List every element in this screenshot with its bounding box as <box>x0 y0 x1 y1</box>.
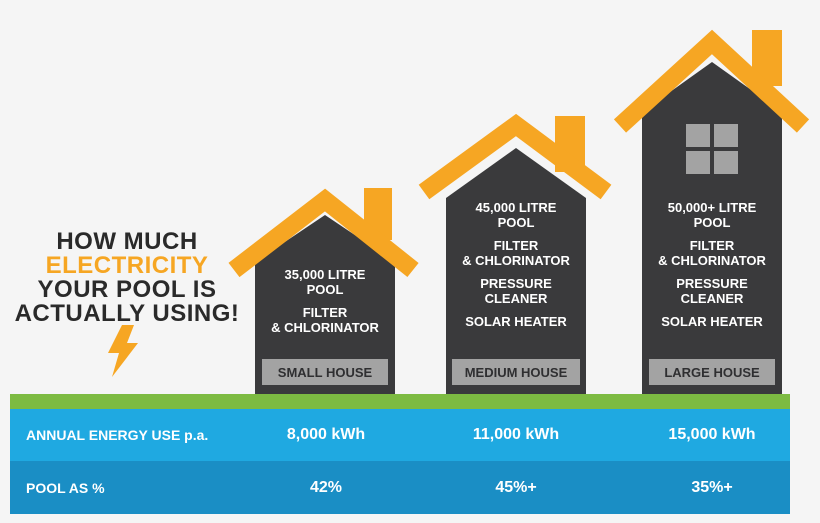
headline: HOW MUCH ELECTRICITY YOUR POOL IS ACTUAL… <box>8 230 246 326</box>
detail-line: FILTER <box>493 238 539 253</box>
grass-strip <box>10 394 790 409</box>
detail-line: CLEANER <box>484 290 548 306</box>
large-house-details: 50,000+ LITRE POOL FILTER & CHLORINATOR … <box>642 200 782 330</box>
lightning-bolt-icon <box>108 325 138 377</box>
detail-line: POOL <box>306 281 344 297</box>
pool-percent-row-label: POOL AS % <box>26 479 105 496</box>
detail-line: 45,000 LITRE <box>475 200 557 215</box>
energy-row-label: ANNUAL ENERGY USE p.a. <box>26 427 209 443</box>
small-house-label: SMALL HOUSE <box>262 359 388 385</box>
pool-percent-medium: 45%+ <box>495 478 537 496</box>
small-house-shape <box>228 188 419 394</box>
detail-line: & CHLORINATOR <box>271 319 379 335</box>
window-icon <box>686 124 738 174</box>
detail-line: PRESSURE <box>480 276 552 291</box>
detail-line: PRESSURE <box>676 276 748 291</box>
large-house-label: LARGE HOUSE <box>649 359 775 385</box>
detail-line: 35,000 LITRE <box>284 267 366 282</box>
energy-value-small: 8,000 kWh <box>286 426 366 443</box>
large-house-shape <box>613 29 810 394</box>
detail-line: & CHLORINATOR <box>462 252 570 268</box>
headline-line-3: YOUR POOL IS <box>37 276 217 303</box>
detail-line: POOL <box>693 214 731 230</box>
detail-line: SOLAR HEATER <box>661 314 763 329</box>
detail-line: POOL <box>497 214 535 230</box>
detail-line: FILTER <box>302 305 348 320</box>
detail-line: FILTER <box>689 238 735 253</box>
detail-line: CLEANER <box>680 290 744 306</box>
pool-percent-small: 42% <box>309 478 343 496</box>
headline-line-2: ELECTRICITY <box>45 252 209 279</box>
detail-line: SOLAR HEATER <box>465 314 567 329</box>
energy-value-medium: 11,000 kWh <box>472 426 560 443</box>
detail-line: 50,000+ LITRE <box>667 200 757 215</box>
medium-house-details: 45,000 LITRE POOL FILTER & CHLORINATOR P… <box>446 200 586 330</box>
headline-line-4: ACTUALLY USING! <box>14 300 240 327</box>
medium-house-label: MEDIUM HOUSE <box>452 359 580 385</box>
headline-line-1: HOW MUCH <box>56 228 198 255</box>
energy-row: ANNUAL ENERGY USE p.a. 8,000 kWh 11,000 … <box>10 409 790 461</box>
energy-value-large: 15,000 kWh <box>668 426 756 443</box>
pool-percent-row: POOL AS % 42% 45%+ 35%+ <box>10 461 790 514</box>
pool-percent-large: 35%+ <box>691 478 733 496</box>
medium-house-shape <box>418 113 612 394</box>
detail-line: & CHLORINATOR <box>658 252 766 268</box>
small-house-details: 35,000 LITRE POOL FILTER & CHLORINATOR <box>255 267 395 335</box>
